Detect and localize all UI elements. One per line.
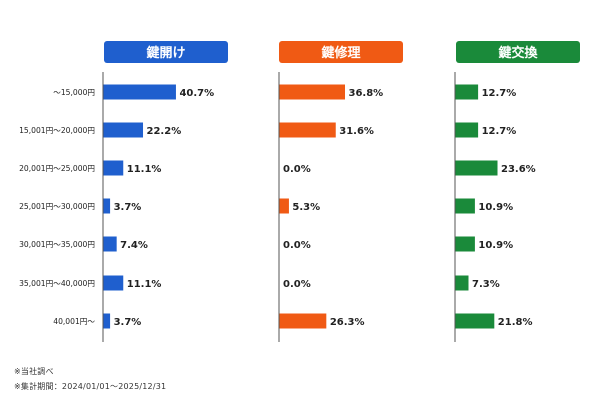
- category-label: 35,001円～40,000円: [19, 279, 95, 288]
- bar: [103, 84, 176, 100]
- bar: [103, 160, 124, 176]
- bar: [455, 198, 475, 214]
- category-label: 20,001円～25,000円: [19, 164, 95, 173]
- series-header-badge: [104, 41, 228, 63]
- bar: [103, 313, 111, 329]
- bar: [103, 236, 117, 252]
- category-label: 40,001円～: [53, 317, 95, 326]
- bar-value-label: 40.7%: [179, 88, 214, 99]
- bar-value-label: 12.7%: [482, 88, 517, 99]
- bar-value-label: 21.8%: [498, 317, 533, 328]
- category-label: ～15,000円: [53, 88, 95, 97]
- bar-value-label: 26.3%: [330, 317, 365, 328]
- bar: [279, 84, 346, 100]
- bar-value-label: 36.8%: [349, 88, 384, 99]
- bar: [455, 84, 479, 100]
- bar-value-label: 3.7%: [114, 317, 142, 328]
- bar-value-label: 11.1%: [127, 279, 162, 290]
- bar: [279, 313, 327, 329]
- bar-value-label: 0.0%: [283, 279, 311, 290]
- bar-value-label: 22.2%: [147, 126, 182, 137]
- bar-value-label: 7.4%: [120, 240, 148, 251]
- bar-value-label: 11.1%: [127, 164, 162, 175]
- bar-value-label: 10.9%: [478, 202, 513, 213]
- bar: [279, 198, 289, 214]
- bar: [455, 160, 498, 176]
- bar-value-label: 7.3%: [472, 279, 500, 290]
- bar-value-label: 10.9%: [478, 240, 513, 251]
- bar-value-label: 5.3%: [292, 202, 320, 213]
- series-header-badge: [456, 41, 580, 63]
- bar: [279, 122, 336, 138]
- bar-value-label: 3.7%: [114, 202, 142, 213]
- bar-value-label: 23.6%: [501, 164, 536, 175]
- series-header-badge: [279, 41, 403, 63]
- category-label: 30,001円～35,000円: [19, 240, 95, 249]
- series-header-label: 鍵交換: [498, 45, 538, 61]
- bar: [455, 313, 495, 329]
- period-note: ※集計期間：2024/01/01～2025/12/31: [14, 382, 167, 391]
- bar: [455, 236, 475, 252]
- bar-value-label: 31.6%: [339, 126, 374, 137]
- bar: [103, 198, 111, 214]
- bar: [455, 275, 469, 291]
- bar: [455, 122, 479, 138]
- source-note: ※当社調べ: [14, 367, 54, 376]
- series-header-label: 鍵開け: [146, 45, 185, 61]
- bar-value-label: 12.7%: [482, 126, 517, 137]
- category-label: 25,001円～30,000円: [19, 202, 95, 211]
- bar: [103, 275, 124, 291]
- bar: [103, 122, 144, 138]
- bar-value-label: 0.0%: [283, 164, 311, 175]
- series-header-label: 鍵修理: [321, 45, 360, 61]
- category-label: 15,001円～20,000円: [19, 126, 95, 135]
- bar-value-label: 0.0%: [283, 240, 311, 251]
